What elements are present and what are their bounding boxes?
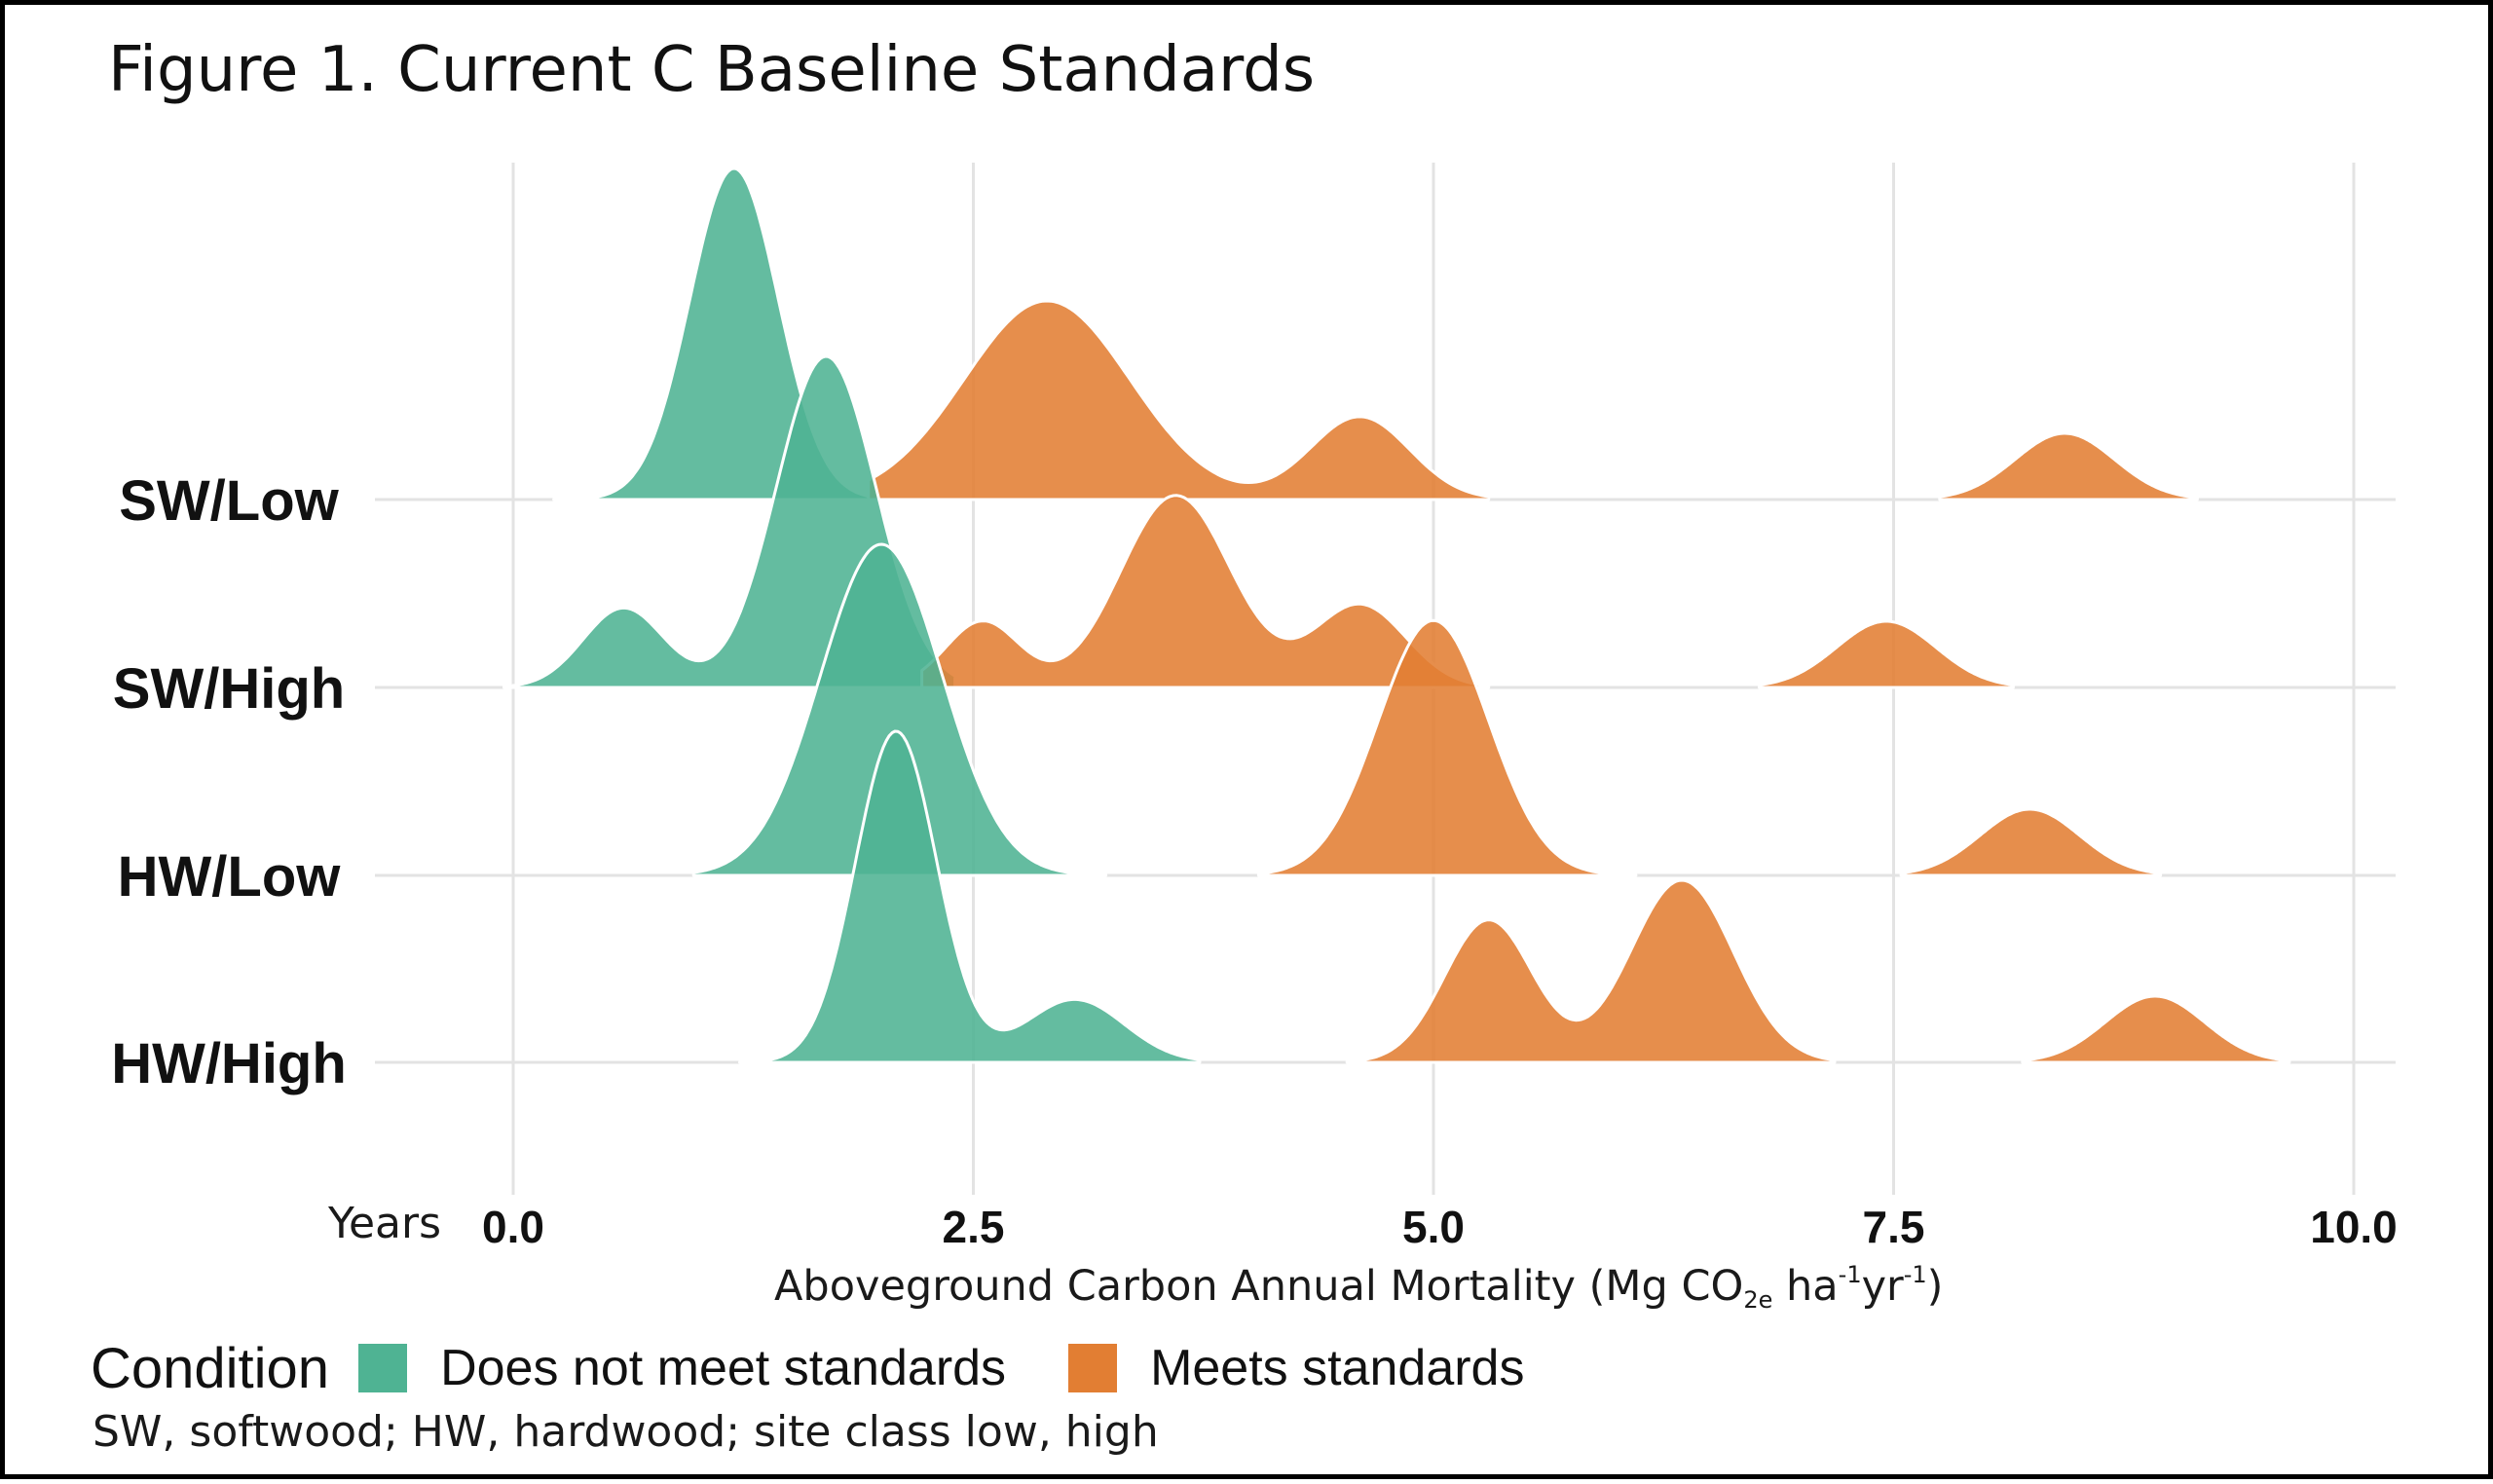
x-axis-title: Aboveground Carbon Annual Mortality (Mg …	[774, 1261, 1944, 1314]
ridge-layer	[502, 167, 2291, 1064]
y-tick-label-hw-low: HW/Low	[118, 845, 342, 909]
ridge-sw-high-meets-upper	[1758, 619, 2015, 689]
ridge-hw-high-meets-upper	[2021, 994, 2291, 1064]
ridge-hw-low-meets-upper	[1899, 807, 2163, 877]
ridge-hw-low-meets	[1256, 618, 1638, 877]
ridge-sw-low-meets-upper	[1938, 431, 2199, 501]
legend-label-does-not-meet: Does not meet standards	[440, 1340, 1007, 1396]
ridgeline-chart: SW/Low SW/High HW/Low HW/High 0.0 2.5 5.0 7.5 10…	[111, 163, 2398, 1252]
ridge-hw-low-does-not-meet	[691, 542, 1108, 877]
y-tick-label-sw-low: SW/Low	[119, 469, 339, 533]
legend-swatch-meets	[1068, 1344, 1118, 1392]
y-tick-label-hw-high: HW/High	[111, 1032, 347, 1095]
axis-layer: SW/Low SW/High HW/Low HW/High 0.0 2.5 5.0 7.5 10…	[111, 469, 2398, 1252]
figure-title: Figure 1. Current C Baseline Standards	[108, 34, 1316, 106]
x-tick-label-1: 2.5	[943, 1202, 1005, 1252]
legend-title: Condition	[91, 1336, 330, 1400]
ridge-hw-high-does-not-meet	[738, 729, 1202, 1064]
y-tick-label-sw-high: SW/High	[113, 657, 345, 721]
figure-caption: SW, softwood; HW, hardwood; site class l…	[93, 1407, 1159, 1457]
x-tick-label-2: 5.0	[1402, 1202, 1465, 1252]
ridge-hw-high-meets	[1345, 878, 1837, 1064]
legend-label-meets: Meets standards	[1150, 1340, 1525, 1396]
ridge-sw-high-meets	[920, 494, 1491, 689]
years-label: Years	[327, 1199, 441, 1248]
x-tick-label-0: 0.0	[482, 1202, 544, 1252]
legend-swatch-does-not-meet	[358, 1344, 408, 1392]
x-tick-label-3: 7.5	[1863, 1202, 1925, 1252]
x-tick-label-4: 10.0	[2310, 1202, 2398, 1252]
legend: Condition Does not meet standards Meets …	[91, 1334, 1586, 1402]
ridge-sw-low-meets	[867, 299, 1491, 501]
